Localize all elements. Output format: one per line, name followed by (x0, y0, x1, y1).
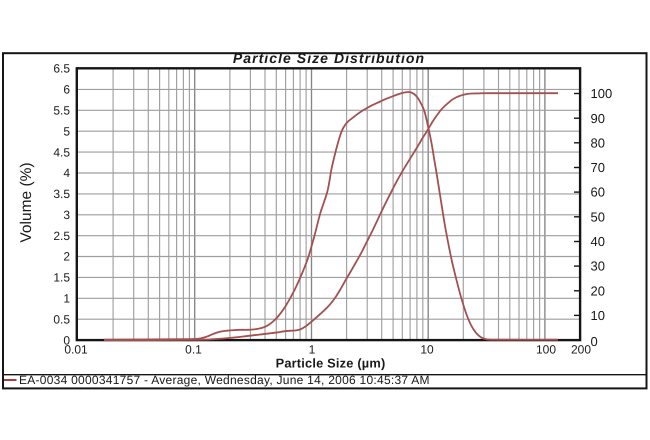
svg-text:0: 0 (591, 334, 598, 349)
svg-text:200: 200 (571, 343, 591, 357)
svg-text:6: 6 (63, 83, 70, 97)
svg-text:0: 0 (63, 333, 70, 347)
svg-text:1: 1 (63, 292, 70, 306)
svg-text:60: 60 (591, 185, 605, 200)
svg-text:0.01: 0.01 (64, 343, 88, 357)
svg-text:0.5: 0.5 (53, 312, 70, 326)
svg-text:20: 20 (591, 283, 605, 298)
svg-text:100: 100 (591, 86, 613, 101)
svg-text:70: 70 (591, 160, 605, 175)
svg-text:Particle Size Distribution: Particle Size Distribution (233, 50, 425, 66)
svg-text:Volume (%): Volume (%) (18, 162, 35, 242)
svg-text:30: 30 (591, 259, 605, 274)
svg-text:40: 40 (591, 234, 605, 249)
svg-text:80: 80 (591, 135, 605, 150)
svg-text:2: 2 (63, 250, 70, 264)
svg-text:4: 4 (63, 166, 70, 180)
svg-text:3: 3 (63, 208, 70, 222)
svg-text:10: 10 (591, 308, 605, 323)
svg-text:3.5: 3.5 (53, 187, 70, 201)
svg-text:4.5: 4.5 (53, 145, 70, 159)
svg-text:EA-0034 0000341757 - Average,: EA-0034 0000341757 - Average, Wednesday,… (19, 373, 430, 387)
svg-text:5: 5 (63, 124, 70, 138)
svg-text:5.5: 5.5 (53, 104, 70, 118)
svg-text:2.5: 2.5 (53, 229, 70, 243)
svg-text:6.5: 6.5 (53, 62, 70, 76)
svg-text:Particle Size (µm): Particle Size (µm) (276, 356, 386, 371)
svg-text:100: 100 (536, 343, 556, 357)
svg-text:1: 1 (309, 343, 316, 357)
svg-text:10: 10 (420, 343, 434, 357)
svg-text:50: 50 (591, 209, 605, 224)
svg-text:90: 90 (591, 111, 605, 126)
svg-text:1.5: 1.5 (53, 271, 70, 285)
svg-text:0.1: 0.1 (185, 343, 202, 357)
